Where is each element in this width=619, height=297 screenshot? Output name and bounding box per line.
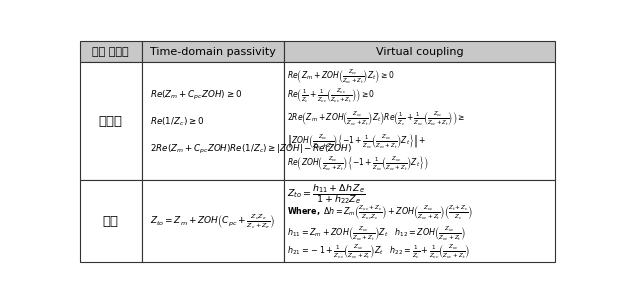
Text: $\left|ZOH\left(\frac{Z_{vc}}{Z_{vc}+Z_t}\right)\left\{-1 + \frac{1}{Z_{vc}}\lef: $\left|ZOH\left(\frac{Z_{vc}}{Z_{vc}+Z_t… <box>287 132 426 151</box>
Text: $Z_{to} = Z_m + ZOH\left(C_{pc} + \frac{Z_c Z_e}{Z_c + Z_e}\right)$: $Z_{to} = Z_m + ZOH\left(C_{pc} + \frac{… <box>150 212 275 230</box>
Bar <box>284 41 555 62</box>
Text: 성능: 성능 <box>103 215 119 228</box>
Text: $2Re\left(Z_m + ZOH\left(\frac{Z_{vc}}{Z_{vc}+Z_t}\right)Z_t\right)Re\left(\frac: $2Re\left(Z_m + ZOH\left(\frac{Z_{vc}}{Z… <box>287 110 465 128</box>
Text: $\mathbf{Where,}\; \Delta h = Z_m\left(\frac{Z_{vc}+Z_c}{Z_{vc}Z_c}\right) + ZOH: $\mathbf{Where,}\; \Delta h = Z_m\left(\… <box>287 204 473 222</box>
Text: $Re(Z_m + C_{pc}ZOH) \geq 0$: $Re(Z_m + C_{pc}ZOH) \geq 0$ <box>150 89 242 102</box>
Text: $Z_{to} = \dfrac{h_{11} + \Delta h\, Z_e}{1 + h_{22}Z_e}$: $Z_{to} = \dfrac{h_{11} + \Delta h\, Z_e… <box>287 182 365 206</box>
Bar <box>284 180 555 262</box>
Bar <box>142 180 284 262</box>
Bar <box>142 62 284 180</box>
Bar <box>80 41 142 62</box>
Text: 햇틱 렌더링: 햇틱 렌더링 <box>92 47 129 57</box>
Text: $Re\left(Z_m + ZOH\left(\frac{Z_{vc}}{Z_{vc}+Z_t}\right)Z_t\right) \geq 0$: $Re\left(Z_m + ZOH\left(\frac{Z_{vc}}{Z_… <box>287 67 394 86</box>
Text: Time-domain passivity: Time-domain passivity <box>150 47 275 57</box>
Text: $h_{11} = Z_m + ZOH\left(\frac{Z_{vc}}{Z_{vc}+Z_t}\right)Z_t \quad h_{12} = ZOH\: $h_{11} = Z_m + ZOH\left(\frac{Z_{vc}}{Z… <box>287 224 465 243</box>
Text: $Re\left(\frac{1}{Z_c} + \frac{1}{Z_{vc}}\left(\frac{Z_{vc}}{Z_{vc}+Z_t}\right)\: $Re\left(\frac{1}{Z_c} + \frac{1}{Z_{vc}… <box>287 86 375 105</box>
Text: $Re(1/Z_c) \geq 0$: $Re(1/Z_c) \geq 0$ <box>150 115 204 128</box>
Bar <box>142 41 284 62</box>
Text: Virtual coupling: Virtual coupling <box>376 47 463 57</box>
Text: $2Re(Z_m + C_{pc}ZOH)Re(1/Z_c) \geq |ZOH| - Re(ZOH)$: $2Re(Z_m + C_{pc}ZOH)Re(1/Z_c) \geq |ZOH… <box>150 143 352 156</box>
Bar <box>80 180 142 262</box>
Text: $Re\left(ZOH\left(\frac{Z_{vc}}{Z_{vc}+Z_t}\right)\left\{-1 + \frac{1}{Z_{vc}}\l: $Re\left(ZOH\left(\frac{Z_{vc}}{Z_{vc}+Z… <box>287 155 428 173</box>
Bar <box>284 62 555 180</box>
Text: $h_{21} = -1 + \frac{1}{Z_{vc}}\left(\frac{Z_{vc}}{Z_{vc}+Z_t}\right)Z_t \quad h: $h_{21} = -1 + \frac{1}{Z_{vc}}\left(\fr… <box>287 243 470 261</box>
Bar <box>80 62 142 180</box>
Text: 안정성: 안정성 <box>98 115 123 128</box>
